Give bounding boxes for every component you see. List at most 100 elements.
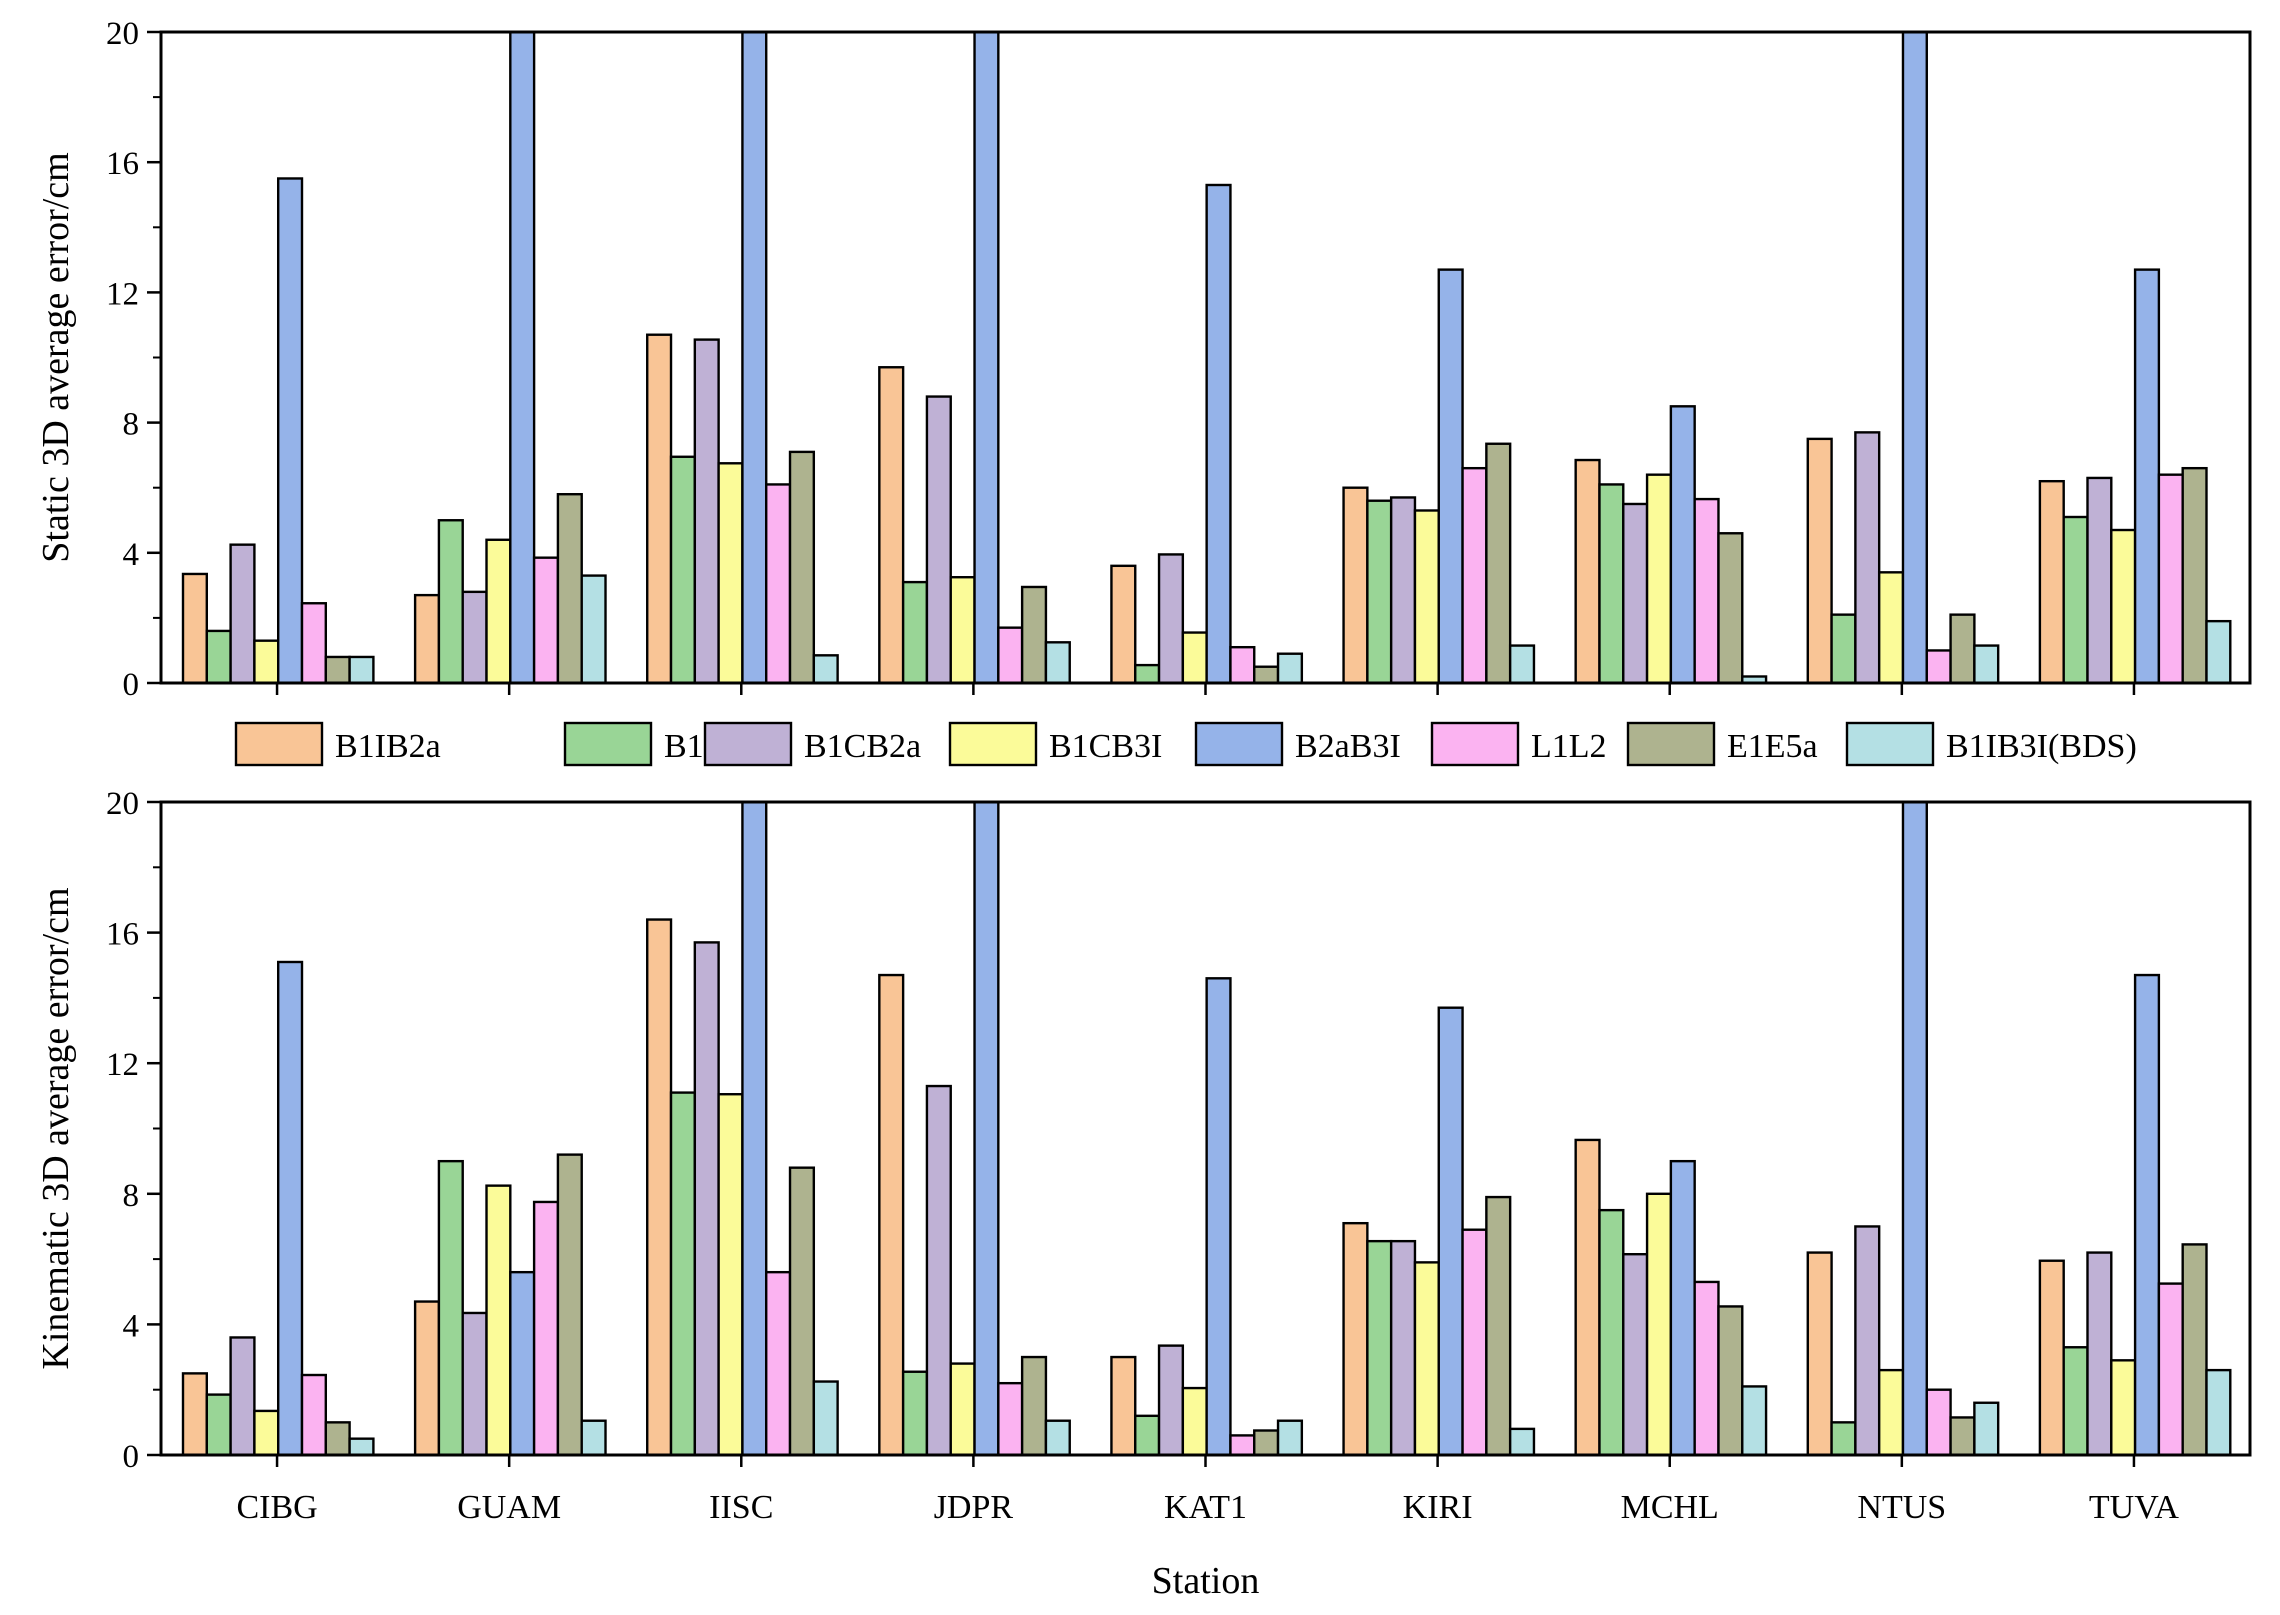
kinematic-bar-TUVA-B1CB2a <box>2086 1251 2113 1457</box>
static-bar-CIBG-B1IB3I <box>205 629 232 685</box>
category-label-GUAM: GUAM <box>457 1489 561 1526</box>
kinematic-bar-JDPR-L1L2 <box>997 1381 1024 1457</box>
static-bar-KAT1-B1CB3I <box>1181 631 1208 685</box>
kinematic-ytick-label: 4 <box>123 1308 140 1344</box>
static-bar-GUAM-L1L2 <box>532 556 560 685</box>
static-bar-IISC-B1IB3I(BDS) <box>812 654 839 685</box>
static-ytick-label: 8 <box>123 407 140 443</box>
static-bar-NTUS-B2aB3I <box>1901 30 1928 685</box>
static-bar-CIBG-B1IB3I(BDS) <box>348 655 375 685</box>
kinematic-bar-CIBG-B1CB2a <box>229 1336 256 1457</box>
legend-label-B1CB3I: B1CB3I <box>1049 728 1162 765</box>
x-axis-title: Station <box>1152 1560 1260 1602</box>
legend: B1IB2aB1IB3IB1CB2aB1CB3IB2aB3IL1L2E1E5aB… <box>234 721 2137 767</box>
kinematic-bar-MCHL-L1L2 <box>1693 1280 1720 1457</box>
static-bar-GUAM-B1IB3I(BDS) <box>580 574 607 685</box>
kinematic-bar-CIBG-L1L2 <box>300 1373 327 1457</box>
static-bar-IISC-E1E5a <box>788 450 816 685</box>
kinematic-bar-KIRI-E1E5a <box>1485 1195 1512 1457</box>
static-bar-NTUS-B1CB2a <box>1854 431 1881 685</box>
kinematic-bar-GUAM-B1CB2a <box>461 1311 488 1457</box>
static-bar-GUAM-B1IB2a <box>413 593 441 685</box>
static-bar-CIBG-B1CB2a <box>229 543 256 685</box>
kinematic-bar-KIRI-B1IB2a <box>1342 1221 1369 1457</box>
legend-label-L1L2: L1L2 <box>1531 728 1607 765</box>
kinematic-bar-NTUS-B1CB2a <box>1854 1225 1881 1457</box>
kinematic-bar-NTUS-B1IB3I(BDS) <box>1973 1401 2000 1457</box>
static-bar-IISC-B1IB2a <box>646 333 673 685</box>
kinematic-bar-MCHL-B1IB3I(BDS) <box>1741 1385 1768 1457</box>
kinematic-bar-GUAM-B1IB2a <box>413 1300 441 1457</box>
kinematic-bar-JDPR-B1IB3I(BDS) <box>1044 1419 1071 1457</box>
legend-swatch-B2aB3I <box>1194 721 1284 767</box>
static-bar-MCHL-B1CB2a <box>1622 502 1649 685</box>
category-label-MCHL: MCHL <box>1621 1489 1719 1526</box>
kinematic-ytick-label: 16 <box>106 917 139 953</box>
kinematic-bar-IISC-B1CB3I <box>717 1093 744 1457</box>
static-bar-GUAM-B1IB3I <box>437 519 464 685</box>
static-bar-KAT1-E1E5a <box>1253 665 1280 685</box>
kinematic-ytick-label: 0 <box>123 1439 140 1475</box>
static-bar-MCHL-L1L2 <box>1693 497 1720 685</box>
static-ytick-label: 4 <box>123 537 140 573</box>
kinematic-ytick-label: 8 <box>123 1178 140 1214</box>
static-bar-KIRI-B2aB3I <box>1437 268 1464 685</box>
static-bar-JDPR-B1IB3I <box>901 580 929 685</box>
static-bar-KIRI-B1CB3I <box>1413 509 1440 685</box>
static-bar-JDPR-B1IB3I(BDS) <box>1044 641 1071 685</box>
static-bar-KIRI-B1IB3I <box>1366 499 1393 685</box>
legend-swatch-B1CB2a <box>703 721 793 767</box>
static-bar-MCHL-B1IB3I <box>1598 483 1625 685</box>
static-bar-KIRI-E1E5a <box>1485 442 1512 685</box>
kinematic-bar-MCHL-E1E5a <box>1717 1305 1744 1457</box>
category-label-KIRI: KIRI <box>1403 1489 1473 1526</box>
static-bar-KIRI-B1CB2a <box>1389 496 1417 685</box>
static-bar-JDPR-B1CB2a <box>925 395 952 685</box>
kinematic-bar-KAT1-B1IB3I <box>1134 1414 1161 1457</box>
static-bar-JDPR-L1L2 <box>997 626 1024 685</box>
static-bar-NTUS-B1IB3I <box>1830 613 1857 685</box>
static-bar-JDPR-B1CB3I <box>949 576 976 685</box>
legend-swatch-E1E5a <box>1626 721 1716 767</box>
kinematic-bar-GUAM-B2aB3I <box>509 1270 536 1457</box>
kinematic-bar-CIBG-B1CB3I <box>253 1409 280 1457</box>
static-ytick-label: 20 <box>106 16 139 52</box>
kinematic-bar-IISC-B1IB2a <box>646 918 673 1457</box>
kinematic-bar-CIBG-B2aB3I <box>277 960 304 1457</box>
kinematic-bar-IISC-E1E5a <box>788 1166 816 1457</box>
static-bar-NTUS-L1L2 <box>1925 649 1952 685</box>
category-label-TUVA: TUVA <box>2089 1489 2179 1526</box>
static-bar-MCHL-B2aB3I <box>1669 405 1696 685</box>
category-label-JDPR: JDPR <box>934 1489 1014 1526</box>
static-panel: 0 4 8 12 16 20 Static 3D average error/cm <box>35 16 2252 703</box>
static-bar-TUVA-E1E5a <box>2181 466 2208 685</box>
kinematic-bar-NTUS-B2aB3I <box>1901 800 1928 1457</box>
kinematic-bar-KIRI-B1CB2a <box>1389 1239 1417 1457</box>
static-bar-NTUS-B1IB3I(BDS) <box>1973 644 2000 685</box>
static-bar-TUVA-B1IB2a <box>2038 479 2065 685</box>
kinematic-bar-CIBG-B1IB2a <box>181 1372 208 1457</box>
static-bar-IISC-L1L2 <box>765 483 792 685</box>
legend-label-B1CB2a: B1CB2a <box>804 728 921 765</box>
static-bar-IISC-B1CB2a <box>693 338 720 685</box>
kinematic-panel: 0 4 8 12 16 20 Kinematic 3D average error/cm CI… <box>35 786 2252 1526</box>
legend-label-E1E5a: E1E5a <box>1727 728 1818 765</box>
category-label-IISC: IISC <box>709 1489 773 1526</box>
static-bar-TUVA-B2aB3I <box>2133 268 2161 685</box>
category-label-KAT1: KAT1 <box>1164 1489 1247 1526</box>
kinematic-bar-GUAM-B1IB3I(BDS) <box>580 1419 607 1457</box>
static-bar-IISC-B2aB3I <box>741 30 768 685</box>
static-bar-CIBG-L1L2 <box>300 602 327 685</box>
static-bar-CIBG-E1E5a <box>324 655 351 685</box>
static-bar-TUVA-B1CB2a <box>2086 476 2113 685</box>
kinematic-bar-KAT1-B1IB2a <box>1110 1355 1137 1457</box>
kinematic-bar-GUAM-L1L2 <box>532 1200 560 1457</box>
kinematic-ytick-label: 20 <box>106 786 139 822</box>
kinematic-bar-KIRI-B1IB3I(BDS) <box>1508 1427 1536 1457</box>
kinematic-bar-JDPR-B1CB3I <box>949 1362 976 1457</box>
kinematic-y-axis-title: Kinematic 3D average error/cm <box>35 887 77 1369</box>
kinematic-bar-NTUS-L1L2 <box>1925 1388 1952 1457</box>
kinematic-bar-CIBG-B1IB3I <box>205 1393 232 1457</box>
kinematic-bar-NTUS-B1IB3I <box>1830 1421 1857 1457</box>
kinematic-bar-MCHL-B1CB2a <box>1622 1252 1649 1457</box>
